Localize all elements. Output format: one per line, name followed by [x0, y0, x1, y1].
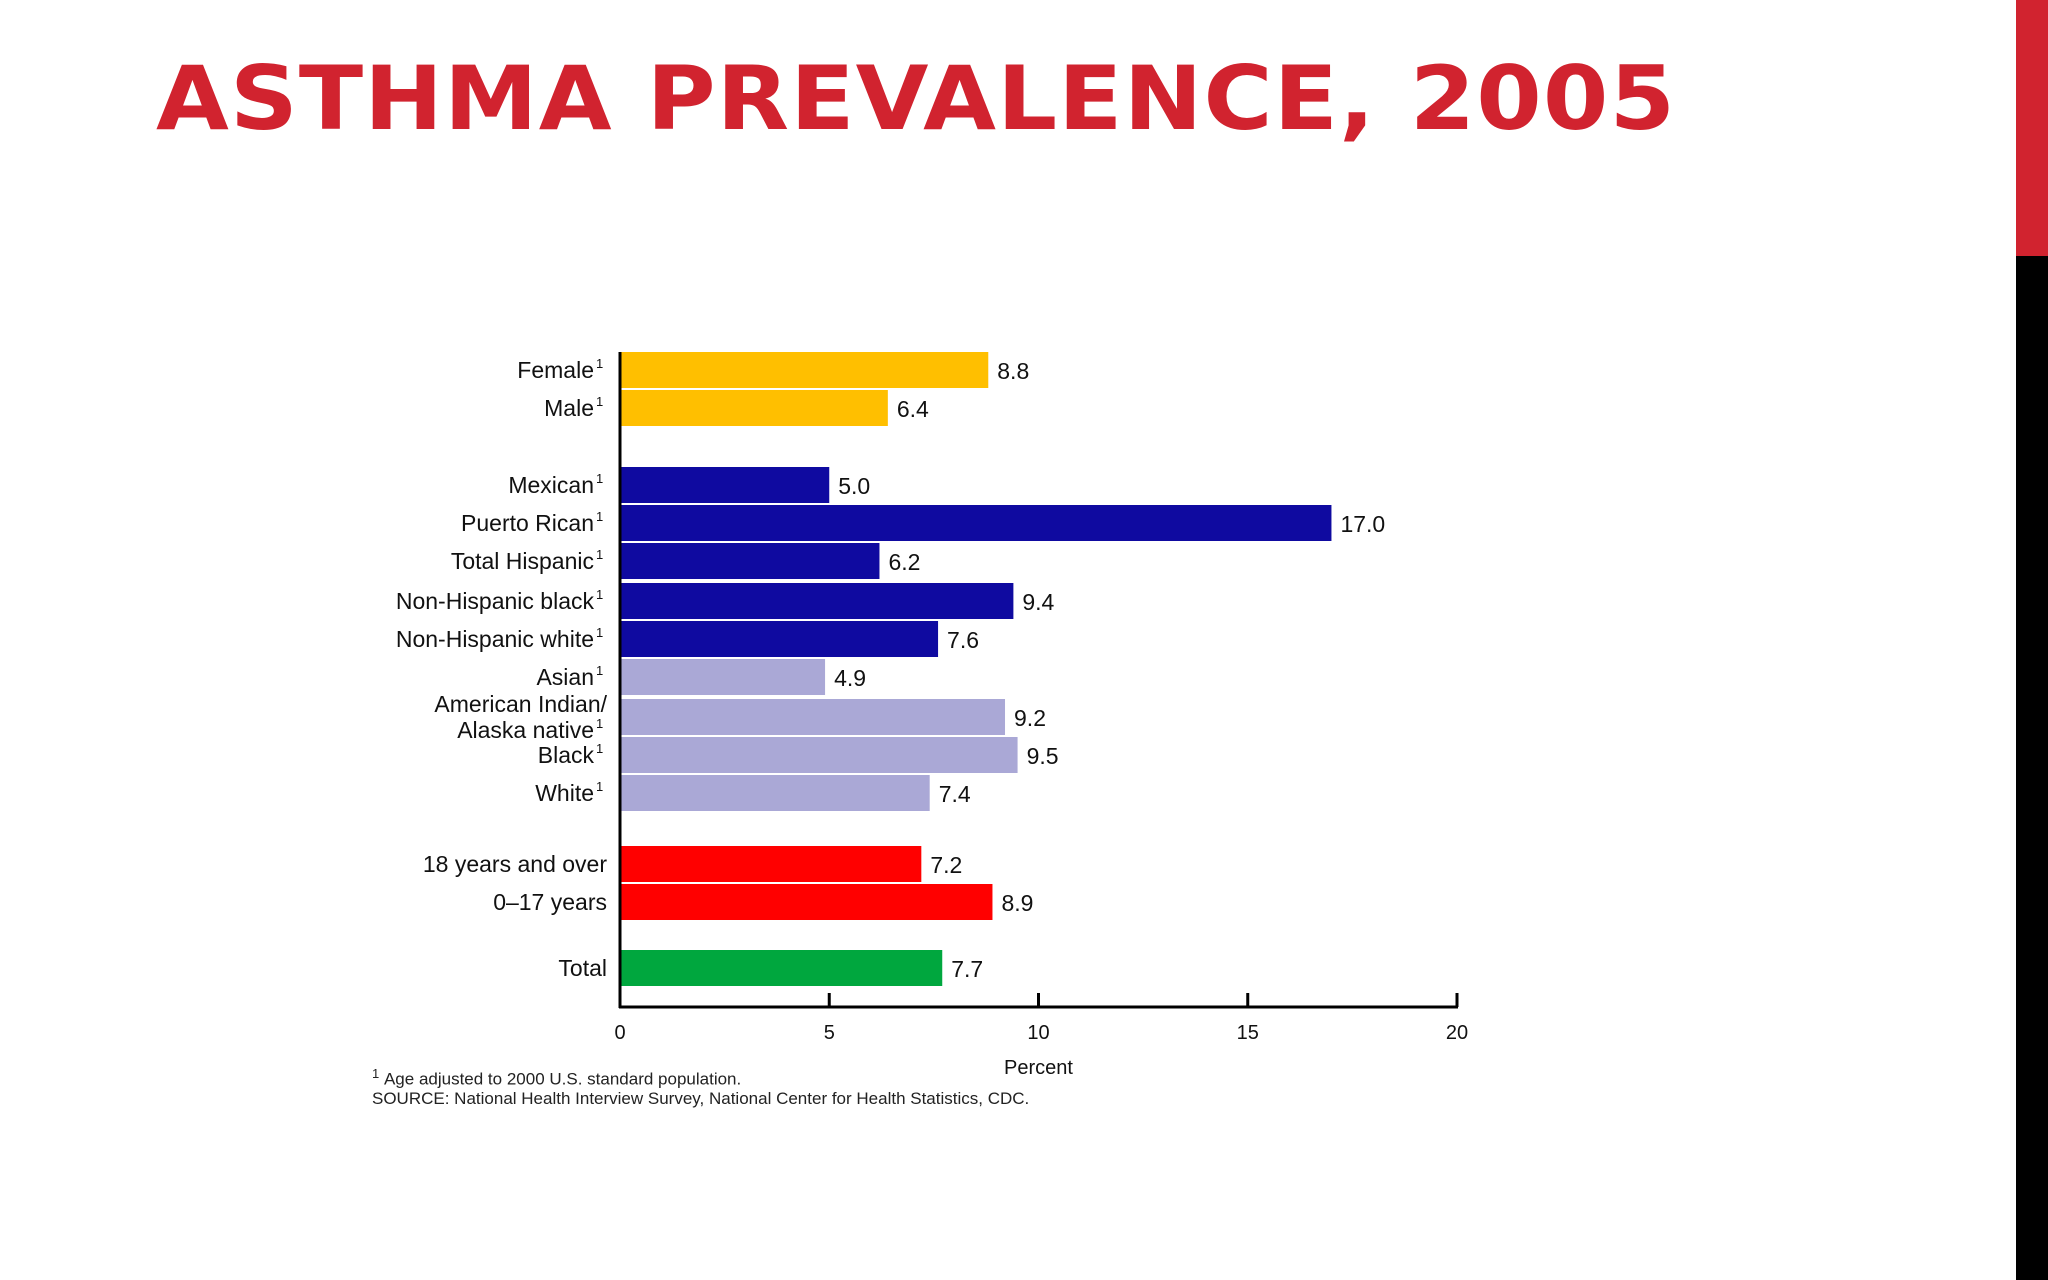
- footnote-marker: 1: [372, 1066, 380, 1081]
- value-label-total: 7.7: [951, 956, 983, 982]
- category-label-black: Black: [538, 742, 595, 768]
- superscript-american-indian-alaska-native: 1: [596, 716, 603, 731]
- x-tick-label-5: 5: [824, 1022, 835, 1044]
- category-label-american-indian-alaska-native-line1: American Indian/: [434, 691, 607, 717]
- category-label-white: White: [535, 780, 594, 806]
- value-label-non-hispanic-black: 9.4: [1022, 589, 1054, 615]
- footnote-text: Age adjusted to 2000 U.S. standard popul…: [383, 1069, 742, 1089]
- category-label-non-hispanic-white: Non-Hispanic white: [396, 626, 594, 652]
- bar-white: [620, 775, 930, 811]
- category-label-total-hispanic: Total Hispanic: [451, 548, 594, 574]
- category-label-male: Male: [544, 395, 594, 421]
- accent-bar-red: [2016, 0, 2048, 256]
- bar-0-17-years: [620, 884, 993, 920]
- superscript-female: 1: [596, 356, 603, 371]
- value-label-asian: 4.9: [834, 665, 866, 691]
- bar-mexican: [620, 467, 830, 503]
- category-label-american-indian-alaska-native-line2: Alaska native: [457, 717, 594, 743]
- superscript-non-hispanic-white: 1: [596, 625, 603, 640]
- category-label-puerto-rican: Puerto Rican: [461, 510, 594, 536]
- bar-female: [620, 352, 989, 388]
- value-label-american-indian-alaska-native: 9.2: [1014, 705, 1046, 731]
- superscript-asian: 1: [596, 663, 603, 678]
- value-label-0-17-years: 8.9: [1001, 890, 1033, 916]
- bar-non-hispanic-white: [620, 621, 939, 657]
- superscript-white: 1: [596, 779, 603, 794]
- x-tick-label-15: 15: [1237, 1022, 1259, 1044]
- bar-18-years-and-over: [620, 846, 922, 882]
- category-label-non-hispanic-black: Non-Hispanic black: [396, 588, 595, 614]
- footnote-age-adjusted: 1 Age adjusted to 2000 U.S. standard pop…: [372, 1066, 741, 1090]
- accent-bar-black: [2016, 256, 2048, 1280]
- bar-total-hispanic: [620, 543, 880, 579]
- value-label-puerto-rican: 17.0: [1340, 511, 1385, 537]
- x-tick-label-0: 0: [614, 1022, 625, 1044]
- category-label-total: Total: [558, 955, 607, 981]
- value-label-mexican: 5.0: [838, 473, 870, 499]
- superscript-male: 1: [596, 394, 603, 409]
- superscript-total-hispanic: 1: [596, 547, 603, 562]
- category-label-asian: Asian: [536, 664, 594, 690]
- bar-male: [620, 390, 888, 426]
- footnote-source: SOURCE: National Health Interview Survey…: [372, 1089, 1030, 1108]
- x-tick-label-20: 20: [1446, 1022, 1468, 1044]
- x-axis-title: Percent: [1004, 1057, 1073, 1079]
- superscript-black: 1: [596, 741, 603, 756]
- value-label-total-hispanic: 6.2: [888, 549, 920, 575]
- value-label-non-hispanic-white: 7.6: [947, 627, 979, 653]
- superscript-mexican: 1: [596, 471, 603, 486]
- bar-black: [620, 737, 1018, 773]
- category-label-mexican: Mexican: [508, 472, 594, 498]
- bar-total: [620, 950, 943, 986]
- superscript-non-hispanic-black: 1: [596, 587, 603, 602]
- category-label-18-years-and-over: 18 years and over: [423, 851, 607, 877]
- category-label-0-17-years: 0–17 years: [493, 889, 607, 915]
- x-tick-label-10: 10: [1027, 1022, 1049, 1044]
- category-label-female: Female: [517, 357, 594, 383]
- slide-title: ASTHMA PREVALENCE, 2005: [156, 47, 1677, 150]
- value-label-white: 7.4: [939, 781, 971, 807]
- value-label-male: 6.4: [897, 396, 929, 422]
- bar-asian: [620, 659, 826, 695]
- bar-puerto-rican: [620, 505, 1332, 541]
- value-label-18-years-and-over: 7.2: [930, 852, 962, 878]
- bar-american-indian-alaska-native: [620, 699, 1006, 735]
- value-label-female: 8.8: [997, 358, 1029, 384]
- value-label-black: 9.5: [1027, 743, 1059, 769]
- bar-non-hispanic-black: [620, 583, 1014, 619]
- superscript-puerto-rican: 1: [596, 509, 603, 524]
